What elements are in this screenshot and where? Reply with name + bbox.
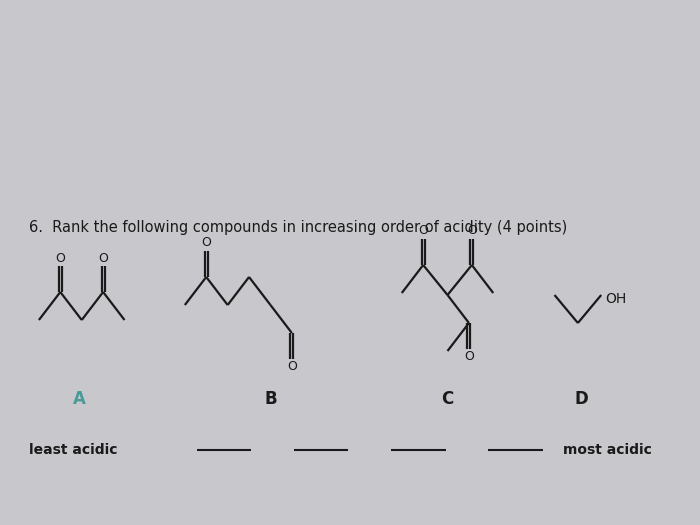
Text: O: O — [464, 351, 474, 363]
Text: most acidic: most acidic — [563, 443, 652, 457]
Text: O: O — [202, 236, 211, 249]
Text: D: D — [575, 390, 589, 408]
Text: O: O — [419, 225, 428, 237]
Text: OH: OH — [605, 292, 626, 306]
Text: B: B — [264, 390, 276, 408]
Text: C: C — [442, 390, 454, 408]
Text: O: O — [98, 251, 108, 265]
Text: O: O — [287, 361, 297, 373]
Text: O: O — [55, 251, 65, 265]
Text: 6.  Rank the following compounds in increasing order of acidity (4 points): 6. Rank the following compounds in incre… — [29, 220, 568, 235]
Text: O: O — [467, 225, 477, 237]
Text: least acidic: least acidic — [29, 443, 118, 457]
Text: A: A — [74, 390, 86, 408]
